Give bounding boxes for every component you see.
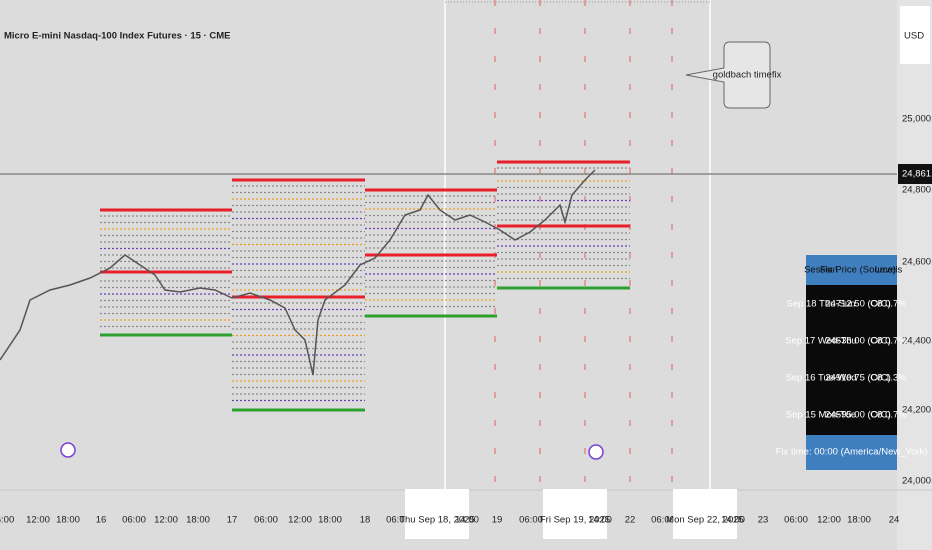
table-cell: C8 0.7% [870,336,907,347]
table-cell: C8 0.7% [870,410,907,421]
time-tick-label: Thu Sep 18, 2025 [399,515,475,526]
table-cell: C8 0.7% [870,299,907,310]
table-cell: 24595.00 (O/C) [825,410,890,421]
time-tick-label: 18:00 [186,515,210,526]
price-tick-label: 24,800.00 [902,185,932,196]
time-tick-label: 14:00 [455,515,479,526]
time-tick-label: 18 [360,515,371,526]
table-header-cell: Session [804,265,838,276]
time-tick-label: 06:00 [651,515,675,526]
last-price-label: 24,861.25 [902,169,932,180]
time-tick-label: 06:00 [254,515,278,526]
currency-box [900,6,930,64]
table-cell: Sep 16 Tue-Wed [785,373,856,384]
table-cell: Sep 15 Mon-Tue [786,410,856,421]
time-tick-label: 22 [625,515,636,526]
time-tick-label: 18:00 [847,515,871,526]
time-tick-label: 23 [758,515,769,526]
price-tick-label: 24,200.00 [902,405,932,416]
session-levels [100,160,630,412]
time-tick-label: Mon Sep 22, 2025 [666,515,744,526]
table-header-cell: Fix Price (Source) [820,265,896,276]
date-box [673,489,737,539]
event-icon[interactable] [60,442,76,458]
time-tick-label: 14:00 [721,515,745,526]
time-tick-label: 06:00 [386,515,410,526]
table-cell: C8 1.3% [870,373,907,384]
table-footer: Fix time: 00:00 (America/New_York) [776,447,928,458]
table-cell: 24712.50 (O/C) [825,299,890,310]
event-icon[interactable] [588,444,604,460]
date-box [543,489,607,539]
table-footer-bg [806,435,897,470]
time-tick-label: 06:00 [784,515,808,526]
time-tick-label: 18:00 [318,515,342,526]
price-line [0,169,596,376]
time-tick-label: Fri Sep 19, 2025 [540,515,610,526]
last-price-badge [898,164,932,184]
time-axis: 6:00 12:00 18:00 16 06:00 12:00 18:00 17 06:00 12… [0,489,899,539]
price-tick-label: 24,000.00 [902,476,932,487]
time-tick-label: 19 [492,515,503,526]
callout-box [685,41,771,109]
table-cell: 24636.00 (O/C) [825,336,890,347]
time-tick-label: 24 [889,515,900,526]
price-axis: 25,000.00 24,800.00 24,600.00 24,400.00 24,2… [902,114,932,487]
date-box [405,489,469,539]
time-tick-label: 17 [227,515,238,526]
table-cell: Sep 18 Thu-Sun [786,299,855,310]
table-body-bg [806,285,897,435]
price-tick-label: 24,600.00 [902,257,932,268]
time-tick-label: 06:00 [122,515,146,526]
callout: goldbach timefix [685,41,782,109]
currency-label: USD [904,31,924,42]
time-tick-label: 18:00 [56,515,80,526]
time-tick-label: 12:00 [154,515,178,526]
chart-title: Micro E-mini Nasdaq-100 Index Futures · … [4,31,230,42]
table-header-cell: Levels [875,265,903,276]
time-tick-label: 12:00 [288,515,312,526]
time-tick-label: 12:00 [817,515,841,526]
time-tick-label: 06:00 [519,515,543,526]
time-tick-label: 6:00 [0,515,14,526]
price-axis-panel [897,0,932,550]
price-tick-label: 24,400.00 [902,336,932,347]
time-tick-label: 14:00 [588,515,612,526]
time-tick-label: 12:00 [26,515,50,526]
table-header-bg [806,255,897,285]
time-tick-label: 16 [96,515,107,526]
table-cell: 24910.75 (O/C) [825,373,890,384]
callout-text: goldbach timefix [713,70,782,81]
table-cell: Sep 17 Wed-Thu [785,336,857,347]
price-tick-label: 25,000.00 [902,114,932,125]
